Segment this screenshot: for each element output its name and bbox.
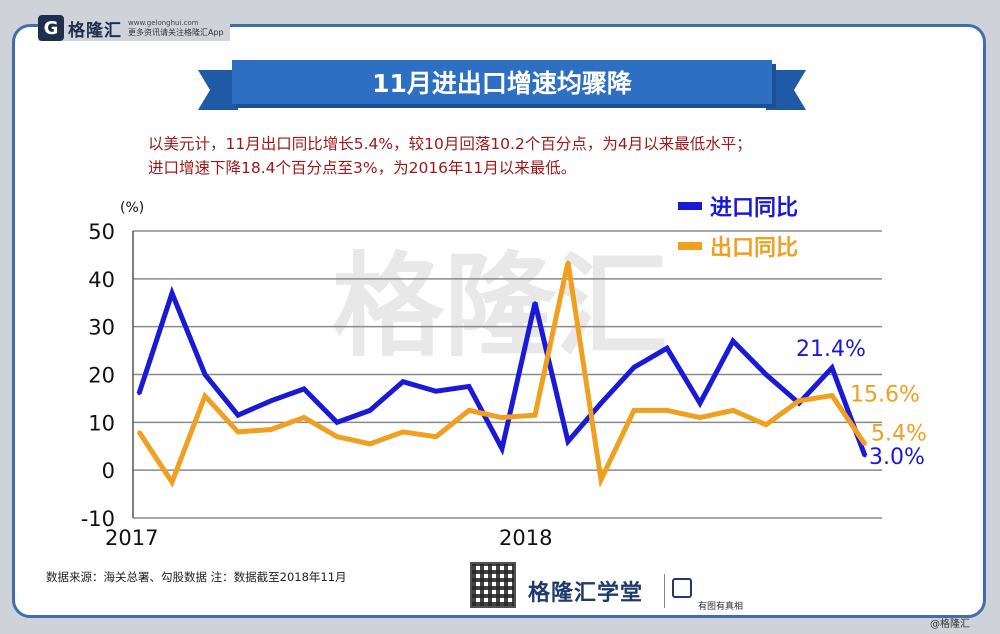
data-point [467,408,471,412]
legend-label: 出口同比 [710,236,798,261]
data-point [632,408,636,412]
brand-url: www.gelonghui.com [128,18,199,27]
data-point [566,439,570,443]
data-point [533,413,537,417]
data-point [830,394,834,398]
source-note: 数据来源：海关总署、勾股数据 注：数据截至2018年11月 [46,570,347,584]
corner-mark: @格隆汇 [930,619,970,630]
chart-subtitle: 以美元计，11月出口同比增长5.4%，较10月回落10.2个百分点，为4月以来最… [148,132,908,180]
y-tick-label: -10 [81,507,115,531]
data-point [665,408,669,412]
data-point [698,401,702,405]
axis-layer: -10 0 10 20 30 40 50 (%) 2017 2018 [81,200,553,550]
bottom-slogan: 有图有真相 [698,602,744,612]
data-point [500,447,504,451]
chart-title: 11月进出口增速均骤降 [232,60,772,104]
data-point [797,399,801,403]
legend-swatch [678,202,702,210]
subtitle-line-1: 以美元计，11月出口同比增长5.4%，较10月回落10.2个百分点，为4月以来最… [148,135,752,153]
brand-name: 格隆汇 [68,20,122,41]
data-point [533,301,537,305]
legend-swatch [678,242,702,250]
x-tick-label: 2018 [499,526,552,550]
y-tick-label: 40 [88,268,115,292]
bottom-divider [664,574,665,608]
y-tick-label: 10 [88,411,115,435]
subtitle-line-2: 进口增速下降18.4个百分点至3%，为2016年11月以来最低。 [148,159,577,177]
qr-code-icon [470,562,516,608]
data-point [170,480,174,484]
data-point [599,478,603,482]
data-point [764,373,768,376]
data-point [335,420,339,424]
data-point [302,387,306,391]
data-point [764,423,768,427]
data-point [599,401,603,405]
data-label: 21.4% [796,337,866,362]
data-point [731,339,735,343]
data-point [434,435,438,439]
brand-tagline: 更多资讯请关注格隆汇App [128,27,224,37]
watermark-text: 格隆汇 [332,242,668,372]
data-point [467,384,471,388]
data-point [368,442,372,446]
data-label: 3.0% [869,445,925,470]
data-point [401,430,405,434]
y-tick-label: 30 [88,316,115,340]
data-label: 15.6% [850,383,920,408]
data-point [830,366,834,370]
data-point [236,413,240,417]
y-tick-label: 20 [88,364,115,388]
data-point [632,365,636,369]
data-point [137,430,141,434]
y-axis-label: (%) [120,200,144,216]
data-point [566,260,570,264]
brand-header: G 格隆汇 www.gelonghui.com 更多资讯请关注格隆汇App [38,15,230,41]
series-layer [136,260,868,489]
data-point [665,346,669,350]
data-point [434,389,438,393]
chart-frame [12,24,986,618]
data-point [698,416,702,420]
brand-logo-icon: G [38,15,64,41]
y-tick-label: 0 [102,459,115,483]
y-tick-label: 50 [88,220,115,244]
data-point [401,380,405,384]
data-point [203,394,207,398]
data-label: 5.4% [871,421,927,446]
data-point [236,430,240,434]
data-point [137,392,141,396]
data-point [731,408,735,412]
magnifier-chart-icon [672,578,692,598]
data-point [269,399,273,403]
data-point [368,408,372,412]
x-tick-label: 2017 [105,526,158,550]
data-point [863,454,867,458]
bottom-brand: 格隆汇学堂 [528,581,644,606]
data-point [269,428,273,432]
data-point [500,416,504,420]
data-point [302,416,306,420]
legend-label: 进口同比 [710,196,798,221]
data-point [203,373,207,376]
data-point [170,291,174,295]
label-layer: 21.4% 3.0% 15.6% 5.4% [796,337,927,470]
data-point [863,442,867,446]
data-point [335,435,339,439]
